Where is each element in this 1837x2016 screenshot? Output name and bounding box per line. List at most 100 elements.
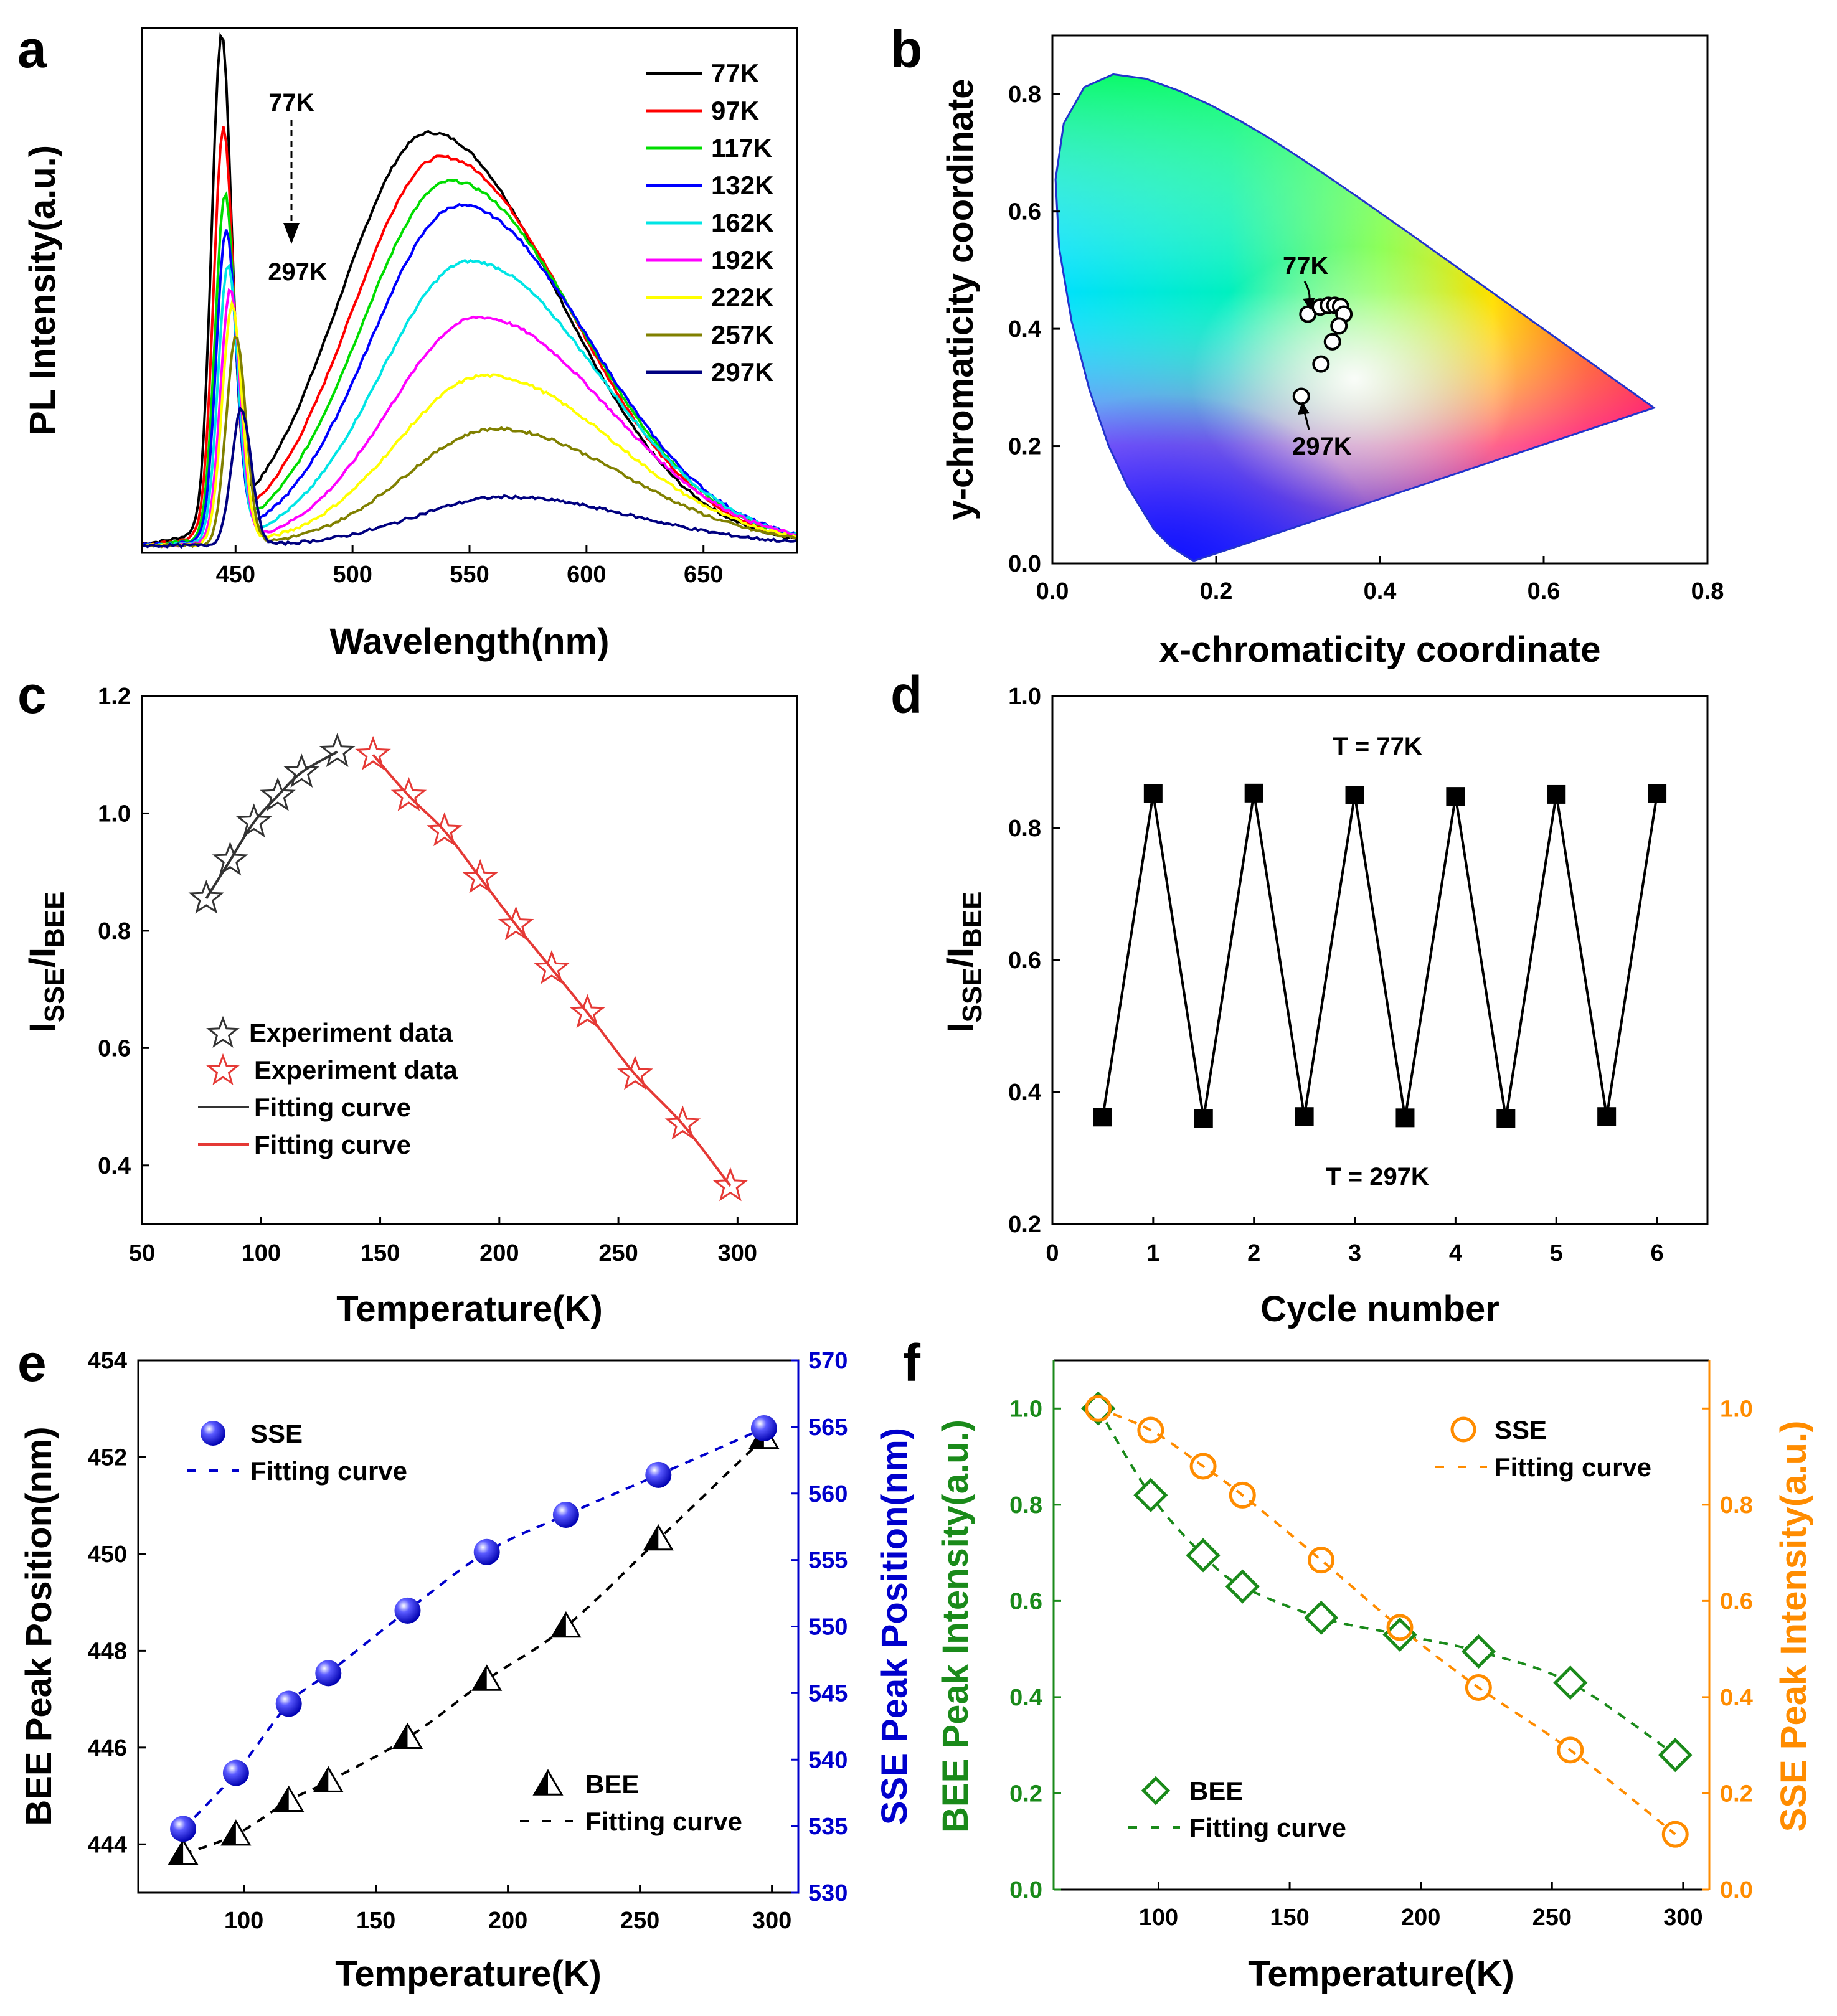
b-y-tick-label: 0.4 — [1008, 316, 1041, 342]
e-sse-point — [473, 1538, 500, 1565]
b-y-tick-label: 0.8 — [1008, 82, 1041, 108]
b-x-tick-label: 0.2 — [1200, 578, 1233, 605]
b-point — [1292, 387, 1310, 405]
f-y-tick-label-left: 0.4 — [1009, 1685, 1042, 1711]
e-y-tick-label-left: 446 — [88, 1735, 127, 1761]
f-sse-point — [1137, 1416, 1164, 1444]
e-x-tick-label: 200 — [488, 1908, 527, 1934]
c-legend-label-4: Fitting curve — [254, 1130, 411, 1159]
c-axes: 50 100 150 200 250 300 0.4 0.6 0.8 1.0 1.2 — [98, 684, 757, 1266]
e-legend-bee-marker — [532, 1769, 564, 1796]
panel-a: a 450 500 550 600 650 Wavelength(nm) PL Inte… — [17, 20, 798, 662]
d-point — [1244, 783, 1263, 803]
e-legend-bee-fit-label: Fitting curve — [585, 1807, 742, 1836]
f-y-tick-label-left: 0.2 — [1009, 1781, 1042, 1807]
d-x-tick-label: 0 — [1046, 1240, 1059, 1266]
d-x-tick-label: 6 — [1651, 1240, 1664, 1266]
c-legend: Experiment data Experiment data Fitting … — [198, 1015, 458, 1159]
c-legend-label-3: Fitting curve — [254, 1093, 411, 1122]
e-y-tick-label-left: 450 — [88, 1542, 127, 1568]
e-y-axis-title-right: SSE Peak Position(nm) — [874, 1428, 915, 1825]
b-x-tick-label: 0.8 — [1691, 578, 1724, 605]
e-y-axis-title-left: BEE Peak Position(nm) — [19, 1426, 59, 1825]
e-y-tick-label-left: 444 — [88, 1832, 127, 1858]
a-spectrum-297K — [142, 405, 797, 549]
e-legend-bee-tri-fill — [534, 1771, 548, 1795]
e-x-tick-label: 150 — [356, 1908, 395, 1934]
d-y-tick-label: 1.0 — [1008, 684, 1041, 710]
b-y-axis-title: y-chromaticity coordinate — [940, 78, 981, 520]
a-legend-label-192K: 192K — [711, 245, 773, 275]
panel-letter-d: d — [890, 666, 922, 724]
e-data — [168, 1415, 780, 1865]
f-y-tick-label-right: 1.0 — [1720, 1396, 1753, 1422]
b-point — [1323, 332, 1341, 351]
b-arrow-297k-head — [1298, 402, 1310, 415]
c-star-point — [427, 812, 463, 847]
e-y-tick-label-right: 560 — [808, 1481, 848, 1507]
f-y-axis-title-left: BEE Peak Intensity(a.u.) — [935, 1420, 976, 1833]
d-point — [1143, 784, 1163, 803]
e-bee-point-fill — [750, 1424, 764, 1448]
c-star-point — [462, 859, 498, 893]
f-bee-point — [1304, 1600, 1339, 1635]
d-x-tick-label: 1 — [1146, 1240, 1159, 1266]
a-x-tick-label: 650 — [684, 562, 723, 588]
e-bee-fit — [182, 1436, 765, 1855]
f-sse-point — [1557, 1736, 1584, 1764]
c-y-tick-label: 0.6 — [98, 1035, 131, 1062]
c-star-point — [617, 1055, 653, 1090]
d-label-77k: T = 77K — [1333, 733, 1422, 760]
e-x-tick-label: 300 — [752, 1908, 791, 1934]
d-y-tick-label: 0.8 — [1008, 816, 1041, 842]
c-fit-line — [372, 753, 732, 1187]
b-x-tick-label: 0.6 — [1528, 578, 1561, 605]
d-point — [1345, 786, 1364, 804]
a-legend-label-117K: 117K — [711, 133, 772, 163]
c-x-tick-label: 100 — [242, 1240, 281, 1266]
e-legend-sse-marker — [201, 1421, 225, 1446]
a-legend-label-132K: 132K — [711, 171, 773, 200]
e-y-tick-label-right: 550 — [808, 1614, 848, 1641]
e-bee-point-fill — [473, 1666, 487, 1690]
e-axes: 100 150 200 250 300 444 446 448 450 452 454 530 535 5… — [88, 1348, 848, 1934]
e-sse-point — [552, 1501, 579, 1528]
c-x-tick-label: 150 — [361, 1240, 400, 1266]
panel-letter-e: e — [17, 1334, 47, 1392]
c-y-tick-label: 1.2 — [98, 684, 131, 710]
a-spectrum-257K — [142, 335, 797, 549]
c-star-point — [569, 994, 606, 1029]
e-legend: SSE Fitting curve BEE Fitting curve — [187, 1419, 742, 1836]
d-label-297k: T = 297K — [1326, 1163, 1429, 1190]
a-arrow-label-top: 77K — [268, 89, 314, 116]
d-point — [1194, 1109, 1213, 1128]
f-bee-point — [1553, 1665, 1588, 1700]
c-star-point — [390, 776, 427, 811]
e-y-tick-label-right: 565 — [808, 1415, 848, 1441]
f-legend-sse-label: SSE — [1495, 1415, 1547, 1444]
panel-d: d 0 1 2 3 4 5 6 0.2 0.4 0.6 0.8 1.0 T = 77K T = 297… — [890, 666, 1709, 1329]
e-legend-sse-fit-label: Fitting curve — [250, 1456, 407, 1486]
a-x-tick-label: 550 — [450, 562, 489, 588]
f-bee-point — [1382, 1617, 1417, 1652]
f-bee-point — [1225, 1569, 1260, 1604]
f-y-tick-label-left: 0.8 — [1009, 1492, 1042, 1519]
e-sse-point — [222, 1759, 249, 1786]
a-plot-frame — [141, 27, 798, 554]
a-legend-label-297K: 297K — [711, 357, 773, 387]
b-x-tick-label: 0.4 — [1364, 578, 1397, 605]
panel-letter-b: b — [890, 20, 922, 78]
c-fit-line — [205, 750, 338, 900]
f-legend-sse-marker — [1450, 1416, 1476, 1443]
f-legend: SSE Fitting curve BEE Fitting curve — [1128, 1415, 1651, 1842]
e-y-tick-label-right: 530 — [808, 1880, 848, 1906]
e-bee-point-fill — [275, 1787, 289, 1811]
d-point — [1093, 1108, 1112, 1127]
f-x-tick-label: 300 — [1663, 1905, 1702, 1931]
f-sse-point — [1386, 1614, 1414, 1641]
d-x-tick-label: 2 — [1247, 1240, 1260, 1266]
f-sse-point — [1189, 1453, 1217, 1480]
b-y-tick-label: 0.2 — [1008, 434, 1041, 460]
f-y-tick-label-right: 0.0 — [1720, 1877, 1753, 1903]
b-axes: 0.0 0.2 0.4 0.6 0.8 0.0 0.2 0.4 0.6 0.8 — [1008, 82, 1724, 605]
